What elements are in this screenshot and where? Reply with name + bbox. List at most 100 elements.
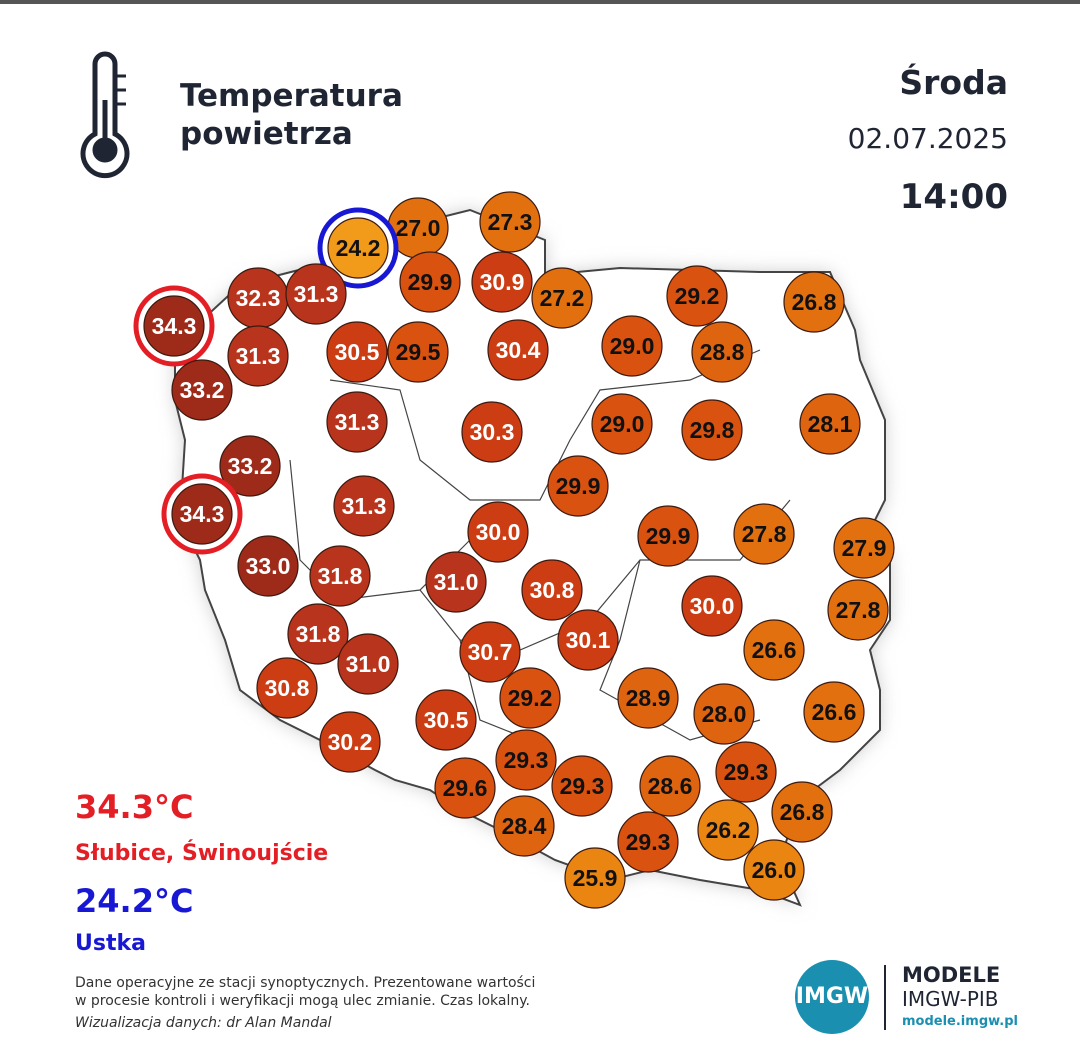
station-value: 30.8: [530, 577, 575, 603]
station-value: 31.3: [335, 409, 380, 435]
logo-badge: IMGW: [796, 984, 868, 1009]
station-marker: [833, 517, 895, 579]
station-marker: [691, 321, 753, 383]
station-marker: [319, 711, 381, 773]
station-value: 28.1: [808, 411, 853, 437]
station-marker: [551, 755, 613, 817]
station-value: 29.3: [504, 747, 549, 773]
station-value: 33.2: [180, 377, 225, 403]
station-value: 31.8: [296, 621, 341, 647]
station-marker: [327, 217, 389, 279]
station-marker: [783, 271, 845, 333]
station-value: 28.0: [702, 701, 747, 727]
station-marker: [564, 847, 626, 909]
station-marker: [531, 267, 593, 329]
station-value: 27.8: [742, 521, 787, 547]
station-marker: [326, 321, 388, 383]
station-value: 31.0: [434, 569, 479, 595]
station-marker: [459, 621, 521, 683]
station-marker: [601, 315, 663, 377]
station-marker: [326, 391, 388, 453]
note-line: w procesie kontroli i weryfikacji mogą u…: [75, 993, 530, 1009]
station-value: 26.2: [706, 817, 751, 843]
station-value: 30.1: [566, 627, 611, 653]
station-marker: [227, 325, 289, 387]
station-marker: [425, 551, 487, 613]
station-marker: [337, 633, 399, 695]
station-marker: [771, 781, 833, 843]
station-marker: [803, 681, 865, 743]
station-marker: [487, 319, 549, 381]
station-value: 26.8: [792, 289, 837, 315]
station-value: 30.0: [690, 593, 735, 619]
top-bar: [0, 0, 1080, 4]
station-marker: [743, 839, 805, 901]
day: Środa: [899, 62, 1008, 102]
station-value: 29.8: [690, 417, 735, 443]
station-value: 28.9: [626, 685, 671, 711]
station-marker: [799, 393, 861, 455]
station-marker: [219, 435, 281, 497]
date: 02.07.2025: [848, 122, 1008, 155]
station-marker: [287, 603, 349, 665]
station-value: 33.2: [228, 453, 273, 479]
station-value: 31.0: [346, 651, 391, 677]
title-line: powietrza: [180, 116, 353, 152]
station-value: 30.8: [265, 675, 310, 701]
station-value: 30.7: [468, 639, 513, 665]
time: 14:00: [900, 177, 1008, 217]
station-marker: [479, 191, 541, 253]
station-value: 25.9: [573, 865, 618, 891]
station-value: 29.9: [556, 473, 601, 499]
station-value: 24.2: [336, 235, 381, 261]
station-marker: [399, 251, 461, 313]
station-value: 28.6: [648, 773, 693, 799]
max-value: 34.3°C: [75, 788, 193, 826]
station-marker: [697, 799, 759, 861]
note-line: Dane operacyjne ze stacji synoptycznych.…: [75, 975, 535, 991]
station-value: 29.6: [443, 775, 488, 801]
station-value: 28.4: [502, 813, 547, 839]
station-value: 29.5: [396, 339, 441, 365]
station-marker: [733, 503, 795, 565]
station-marker: [493, 795, 555, 857]
station-marker: [143, 295, 205, 357]
station-marker: [467, 501, 529, 563]
station-marker: [681, 575, 743, 637]
station-value: 26.6: [752, 637, 797, 663]
logo-url: modele.imgw.pl: [902, 1014, 1018, 1029]
station-marker: [461, 401, 523, 463]
station-value: 29.0: [600, 411, 645, 437]
station-marker: [637, 505, 699, 567]
station-value: 29.9: [408, 269, 453, 295]
station-value: 34.3: [180, 501, 225, 527]
station-value: 29.2: [675, 283, 720, 309]
station-marker: [827, 579, 889, 641]
logo-org: IMGW-PIB: [902, 987, 999, 1011]
min-places: Ustka: [75, 931, 146, 956]
station-marker: [471, 251, 533, 313]
station-value: 26.6: [812, 699, 857, 725]
station-value: 29.0: [610, 333, 655, 359]
station-marker: [681, 399, 743, 461]
station-marker: [285, 263, 347, 325]
station-value: 32.3: [236, 285, 281, 311]
station-marker: [547, 455, 609, 517]
station-value: 29.3: [626, 829, 671, 855]
station-marker: [387, 321, 449, 383]
station-marker: [434, 757, 496, 819]
max-places: Słubice, Świnoujście: [75, 840, 328, 866]
station-marker: [495, 729, 557, 791]
station-marker: [666, 265, 728, 327]
min-value: 24.2°C: [75, 882, 193, 920]
station-marker: [557, 609, 619, 671]
station-marker: [743, 619, 805, 681]
station-value: 33.0: [246, 553, 291, 579]
station-value: 26.0: [752, 857, 797, 883]
station-value: 30.0: [476, 519, 521, 545]
station-value: 29.3: [560, 773, 605, 799]
credit: Wizualizacja danych: dr Alan Mandal: [75, 1015, 332, 1031]
station-value: 31.3: [342, 493, 387, 519]
station-marker: [617, 667, 679, 729]
